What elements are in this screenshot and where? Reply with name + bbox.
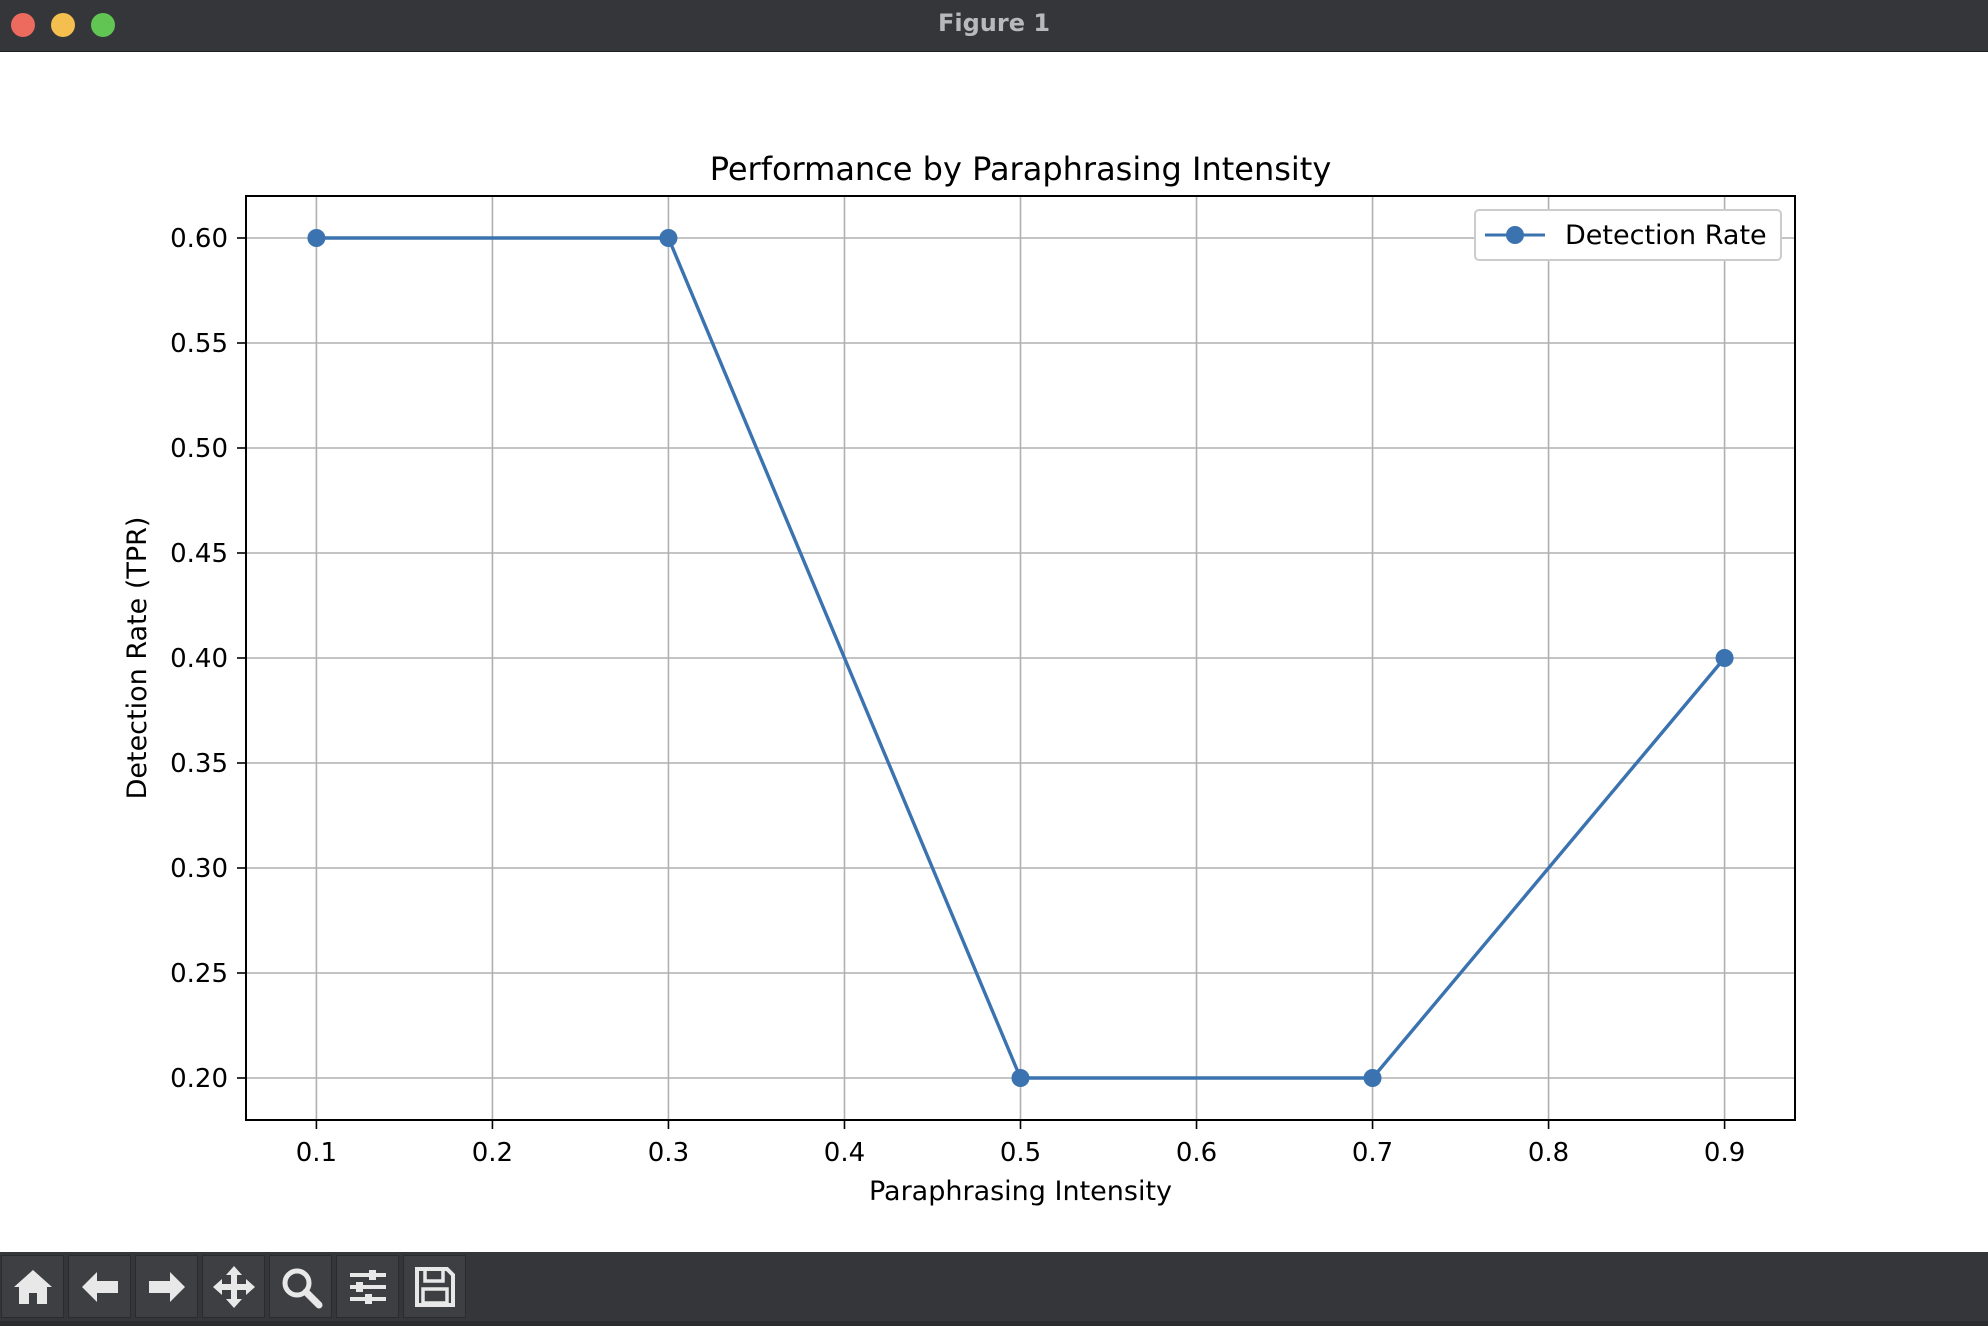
sliders-icon <box>349 1269 386 1304</box>
data-point <box>307 229 326 247</box>
pan-button[interactable] <box>202 1255 265 1318</box>
window-title: Figure 1 <box>937 9 1051 37</box>
y-tick-label: 0.40 <box>170 644 228 674</box>
y-tick-label: 0.50 <box>170 434 228 464</box>
y-tick-label: 0.25 <box>170 959 228 989</box>
home-button[interactable] <box>1 1255 64 1318</box>
zoom-button[interactable] <box>269 1255 332 1318</box>
x-tick-label: 0.3 <box>648 1138 689 1168</box>
line-chart: 0.1 0.2 0.3 0.4 0.5 0.6 0.7 0.8 0.9 0.20 0.25 0.30… <box>122 150 1796 1207</box>
grid <box>246 196 1795 1120</box>
x-axis-ticks: 0.1 0.2 0.3 0.4 0.5 0.6 0.7 0.8 0.9 <box>296 1120 1745 1168</box>
x-tick-label: 0.7 <box>1352 1138 1393 1168</box>
y-tick-label: 0.30 <box>170 854 228 884</box>
y-tick-label: 0.45 <box>170 539 228 569</box>
navigation-toolbar <box>0 1252 1988 1326</box>
y-tick-label: 0.35 <box>170 749 228 779</box>
legend-label: Detection Rate <box>1565 220 1767 251</box>
legend-box <box>1474 209 1782 261</box>
data-point <box>1715 649 1734 667</box>
data-point <box>1011 1069 1030 1087</box>
back-button[interactable] <box>68 1255 131 1318</box>
configure-subplots-button[interactable] <box>336 1255 399 1318</box>
x-tick-label: 0.2 <box>472 1138 513 1168</box>
x-tick-label: 0.8 <box>1528 1138 1569 1168</box>
floppy-disk-icon <box>414 1266 455 1307</box>
x-tick-label: 0.5 <box>1000 1138 1041 1168</box>
series-layer <box>307 229 1734 1087</box>
x-tick-label: 0.9 <box>1704 1138 1745 1168</box>
status-strip <box>0 1321 1988 1326</box>
y-axis-label: Detection Rate (TPR) <box>122 517 153 800</box>
home-icon <box>13 1269 52 1304</box>
move-icon <box>212 1265 255 1308</box>
forward-button[interactable] <box>135 1255 198 1318</box>
y-tick-label: 0.60 <box>170 224 228 254</box>
figure-canvas: 0.1 0.2 0.3 0.4 0.5 0.6 0.7 0.8 0.9 0.20 0.25 0.30… <box>0 52 1988 1252</box>
y-axis-ticks: 0.20 0.25 0.30 0.35 0.40 0.45 0.50 0.55 0.60 <box>170 224 246 1094</box>
x-axis-label: Paraphrasing Intensity <box>869 1176 1172 1207</box>
legend-marker <box>1506 226 1524 244</box>
legend: Detection Rate <box>1474 209 1782 261</box>
magnifier-icon <box>282 1268 322 1308</box>
x-tick-label: 0.6 <box>1176 1138 1217 1168</box>
data-point <box>1363 1069 1382 1087</box>
x-tick-label: 0.4 <box>824 1138 865 1168</box>
data-point <box>659 229 678 247</box>
maximize-window-button[interactable] <box>91 13 115 37</box>
close-window-button[interactable] <box>11 13 35 37</box>
x-tick-label: 0.1 <box>296 1138 337 1168</box>
save-button[interactable] <box>403 1255 466 1318</box>
arrow-right-icon <box>148 1271 185 1302</box>
chart-title: Performance by Paraphrasing Intensity <box>710 150 1332 188</box>
y-tick-label: 0.55 <box>170 329 228 359</box>
minimize-window-button[interactable] <box>51 13 75 37</box>
window-titlebar: Figure 1 <box>0 0 1988 52</box>
arrow-left-icon <box>81 1271 118 1302</box>
y-tick-label: 0.20 <box>170 1064 228 1094</box>
